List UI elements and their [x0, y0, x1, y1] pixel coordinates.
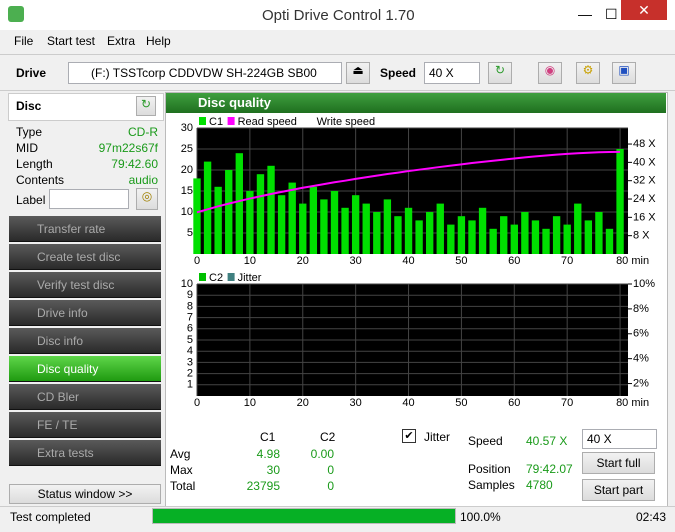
- nav-button[interactable]: Disc info: [9, 328, 161, 354]
- info-label: Speed: [468, 434, 503, 448]
- stats-value: 23795: [246, 479, 280, 493]
- status-time: 02:43: [636, 510, 667, 524]
- settings-button[interactable]: ⚙: [576, 62, 600, 84]
- status-window-button[interactable]: Status window >>: [9, 484, 161, 504]
- menu-item[interactable]: Extra: [107, 34, 136, 48]
- drive-label: Drive: [16, 66, 47, 80]
- start-part-button[interactable]: Start part: [582, 479, 655, 501]
- nav-button[interactable]: CD Bler: [9, 384, 161, 410]
- jitter-label: Jitter: [424, 430, 451, 444]
- stats-value: 4.98: [256, 447, 280, 461]
- stats-value: 30: [266, 463, 280, 477]
- stats-value: 0: [327, 463, 334, 477]
- speed-select[interactable]: 40 X: [424, 62, 480, 84]
- speed-label: Speed: [380, 66, 417, 80]
- info-value: 79:42.07: [526, 462, 573, 476]
- label-input[interactable]: [49, 189, 129, 209]
- panel-title: Disc quality: [198, 95, 271, 110]
- eject-button[interactable]: ⏏: [346, 62, 370, 84]
- stats-label: Max: [170, 463, 193, 477]
- stats-header: C1: [260, 430, 276, 444]
- app-icon: [8, 6, 24, 22]
- label-button[interactable]: ◎: [136, 188, 158, 210]
- separator: [0, 90, 675, 91]
- speed-select[interactable]: 40 X: [582, 429, 657, 449]
- stats-value: 0.00: [310, 447, 334, 461]
- erase-button[interactable]: ◉: [538, 62, 562, 84]
- nav-button[interactable]: Extra tests: [9, 440, 161, 466]
- menu-item[interactable]: Help: [146, 34, 171, 48]
- info-label: Samples: [468, 478, 515, 492]
- minimize[interactable]: —: [578, 6, 592, 22]
- nav-button[interactable]: Disc quality: [9, 356, 161, 382]
- info-label: Position: [468, 462, 511, 476]
- progress-bar: [152, 508, 456, 524]
- nav-button[interactable]: Create test disc: [9, 244, 161, 270]
- field-label: Contents: [16, 173, 65, 187]
- stats-header: C2: [320, 430, 336, 444]
- field-label: Type: [16, 125, 43, 139]
- menu-item[interactable]: File: [14, 34, 34, 48]
- progress-fill: [153, 509, 455, 523]
- nav-button[interactable]: FE / TE: [9, 412, 161, 438]
- menu-item[interactable]: Start test: [47, 34, 96, 48]
- field-value: 79:42.60: [111, 157, 158, 171]
- separator: [0, 54, 675, 55]
- disc-refresh[interactable]: ↻: [136, 96, 156, 116]
- status-text: Test completed: [10, 510, 91, 524]
- maximize[interactable]: ☐: [605, 6, 618, 22]
- title-bar: [0, 0, 675, 30]
- field-value: CD-R: [128, 125, 158, 139]
- field-label: Length: [16, 157, 53, 171]
- info-value: 40.57 X: [526, 434, 568, 448]
- panel-header: [166, 93, 666, 113]
- stats-value: 0: [327, 479, 334, 493]
- drive-select[interactable]: (F:) TSSTcorp CDDVDW SH-224GB SB00: [68, 62, 342, 84]
- field-label: MID: [16, 141, 38, 155]
- refresh-button[interactable]: ↻: [488, 62, 512, 84]
- nav-button[interactable]: Drive info: [9, 300, 161, 326]
- disc-title: Disc: [16, 99, 42, 113]
- window-title: Opti Drive Control 1.70: [262, 7, 415, 24]
- field-value: audio: [128, 173, 158, 187]
- nav-button[interactable]: Verify test disc: [9, 272, 161, 298]
- stats-label: Total: [170, 479, 196, 493]
- progress-label: 100.0%: [460, 510, 501, 524]
- field-label: Label: [16, 193, 46, 207]
- nav-button[interactable]: Transfer rate: [9, 216, 161, 242]
- jitter-checkbox[interactable]: ✔: [402, 429, 416, 443]
- start-full-button[interactable]: Start full: [582, 452, 655, 474]
- save-button[interactable]: ▣: [612, 62, 636, 84]
- close[interactable]: ✕: [621, 0, 667, 20]
- field-value: 97m22s67f: [98, 141, 158, 155]
- info-value: 4780: [526, 478, 553, 492]
- stats-label: Avg: [170, 447, 191, 461]
